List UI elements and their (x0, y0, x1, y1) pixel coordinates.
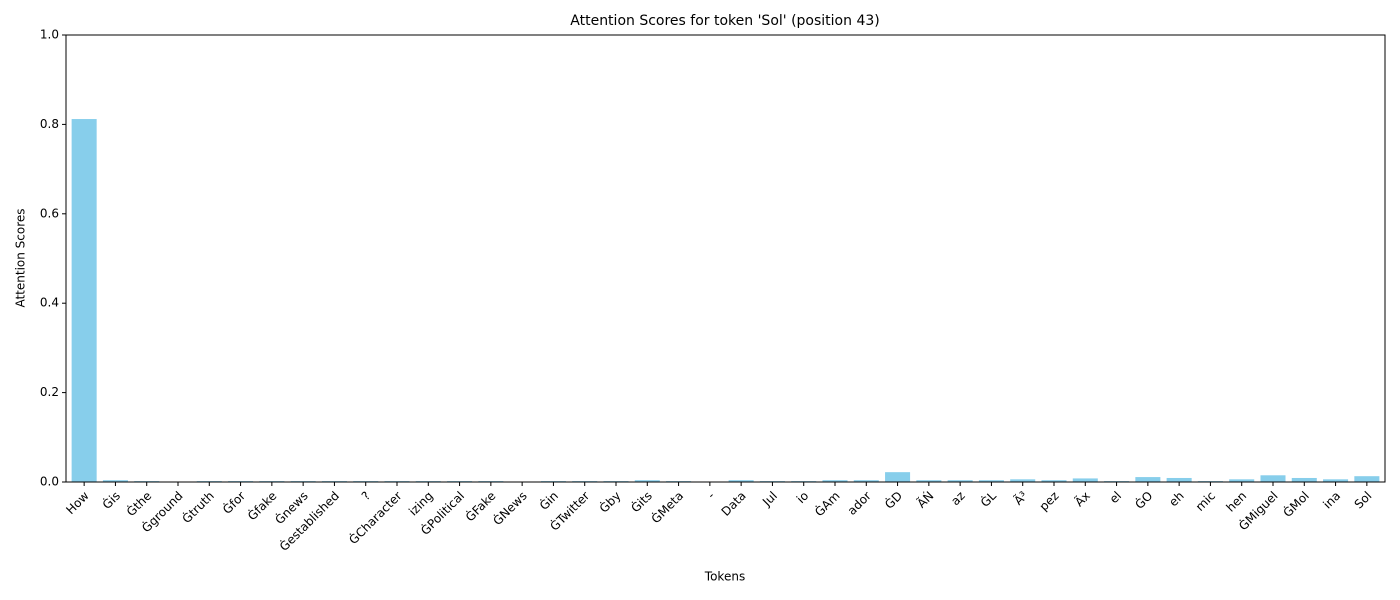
x-tick-label: hen (1223, 489, 1249, 515)
bar (1166, 477, 1192, 482)
x-tick-label: Data (719, 489, 749, 519)
x-tick-label: mic (1193, 489, 1218, 514)
x-tick-label: ĠD (881, 487, 905, 511)
bar (947, 480, 973, 482)
x-tick-label: ina (1320, 489, 1343, 512)
x-tick-label: How (63, 489, 92, 518)
bar (1323, 479, 1349, 482)
x-tick-label: pez (1037, 489, 1062, 514)
bar (822, 480, 848, 482)
x-tick-label: ÃŃ (914, 488, 937, 511)
bar (885, 472, 911, 482)
x-tick-label: io (794, 489, 811, 506)
bar (853, 480, 879, 482)
x-tick-label: Ġis (98, 487, 123, 512)
x-tick-label: ĠMeta (647, 487, 686, 526)
x-tick-label: Sol (1352, 489, 1375, 512)
x-tick-label: ĠAm (811, 487, 843, 519)
bar (634, 480, 660, 482)
bar (728, 480, 754, 482)
x-tick-label: Ġits (627, 487, 655, 515)
chart-title: Attention Scores for token 'Sol' (positi… (570, 13, 879, 29)
y-tick-label: 1.0 (40, 28, 59, 42)
y-axis-label: Attention Scores (14, 208, 28, 307)
y-tick-label: 0.2 (40, 385, 59, 399)
plot-frame (65, 34, 1386, 483)
bar (1010, 479, 1036, 482)
x-tick-label: Ġtruth (178, 487, 217, 526)
x-tick-label: eh (1166, 489, 1187, 510)
x-tick-label: ĠO (1131, 487, 1156, 512)
x-tick-label: ĠL (976, 487, 999, 510)
bar (1354, 476, 1380, 482)
bar (102, 480, 128, 482)
x-tick-label: - (704, 489, 717, 502)
x-tick-label: Ãx (1071, 488, 1092, 509)
bar (1229, 479, 1255, 482)
bar (1291, 477, 1317, 482)
bar (1072, 478, 1098, 482)
x-tick-label: Ã³ (1010, 488, 1030, 508)
x-tick-label: Ġby (595, 487, 623, 515)
y-tick-label: 0.6 (40, 206, 59, 220)
x-tick-label: ĠNews (489, 487, 530, 528)
y-tick-label: 0.0 (40, 475, 59, 489)
x-tick-label: Ġfor (219, 487, 249, 517)
x-tick-label: Jul (759, 489, 780, 510)
bar (978, 480, 1004, 482)
x-axis-label: Tokens (704, 570, 745, 584)
x-tick-label: az (948, 489, 968, 509)
x-tick-label: ? (359, 489, 373, 503)
x-tick-label: Ġin (535, 487, 561, 513)
bar (1041, 480, 1067, 482)
x-tick-label: ĠMol (1279, 487, 1312, 520)
x-tick-label: el (1107, 489, 1124, 506)
bar (1260, 475, 1286, 482)
x-tick-label: ĠCharacter (345, 487, 405, 547)
y-tick-label: 0.8 (40, 117, 59, 131)
bar (71, 119, 97, 482)
y-tick-label: 0.4 (40, 296, 59, 310)
x-tick-label: ador (845, 489, 874, 518)
bar (916, 480, 942, 482)
bar (1135, 477, 1161, 482)
